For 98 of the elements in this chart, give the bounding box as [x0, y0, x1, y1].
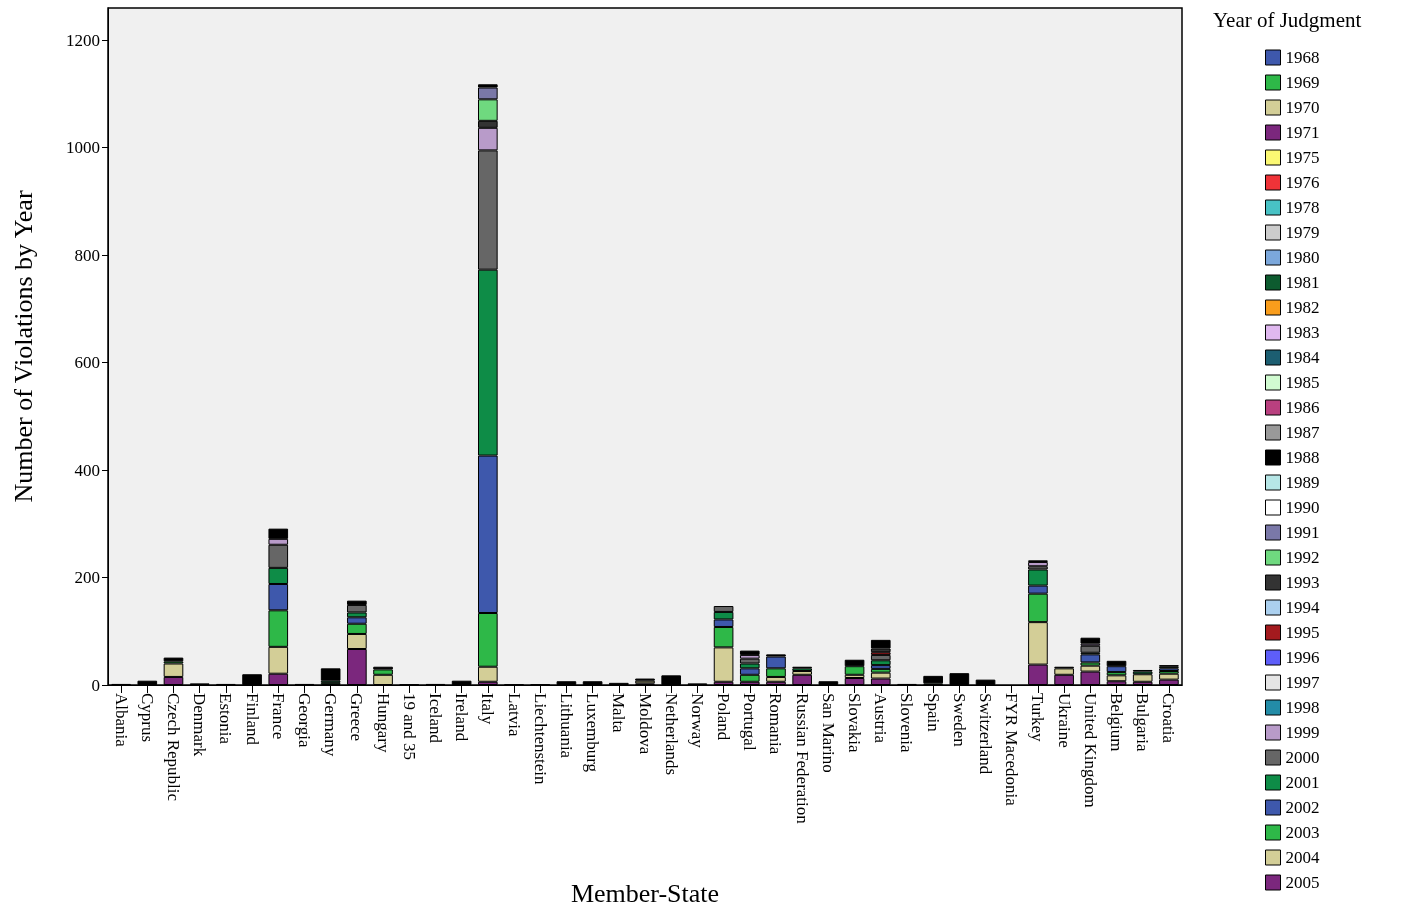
x-tick-label: Ireland — [452, 693, 472, 742]
legend-label: 1980 — [1285, 248, 1320, 267]
x-tick-label: Estonia — [216, 693, 236, 745]
x-tick-label: Liechtenstein — [530, 693, 550, 786]
x-tick-label: FYR Macedonia — [1002, 693, 1022, 807]
legend-label: 2004 — [1285, 848, 1320, 867]
x-tick-label: Turkey — [1028, 693, 1048, 742]
bar — [1106, 675, 1127, 682]
x-tick-label: Switzerland — [976, 693, 996, 775]
x-tick-label: Belgium — [1107, 693, 1127, 752]
x-tick-label: Latvia — [504, 693, 524, 737]
legend-label: 1983 — [1285, 323, 1320, 342]
legend-label: 1970 — [1285, 98, 1320, 117]
bar — [870, 639, 891, 649]
x-tick-label: France — [268, 693, 288, 740]
bar — [163, 657, 184, 662]
y-tick-label: 0 — [91, 675, 100, 695]
x-tick-label: Denmark — [190, 693, 210, 757]
x-tick-label: Spain — [923, 693, 943, 733]
x-tick-label: Netherlands — [661, 693, 681, 776]
legend-label: 1978 — [1285, 198, 1320, 217]
legend-label: 1968 — [1285, 48, 1320, 67]
x-tick-label: Bulgaria — [1133, 693, 1153, 752]
legend-label: 1997 — [1285, 673, 1320, 692]
legend-label: 1995 — [1285, 623, 1320, 642]
x-tick-label: 19 and 35 — [399, 693, 419, 761]
x-axis-title: Member-State — [570, 878, 720, 908]
x-tick-label: Austria — [871, 693, 891, 744]
x-tick-label: Iceland — [425, 693, 445, 744]
y-tick-label: 800 — [74, 245, 100, 265]
x-tick-label: Albania — [111, 693, 131, 748]
x-tick-label: Germany — [321, 693, 341, 757]
x-tick-label: Norway — [687, 693, 707, 749]
legend-label: 1985 — [1285, 373, 1320, 392]
x-tick-label: Finland — [242, 693, 262, 746]
y-axis-title: Number of Violations by Year — [8, 190, 38, 503]
x-tick-label: Cyprus — [137, 693, 157, 743]
legend-label: 1969 — [1285, 73, 1320, 92]
legend-label: 1971 — [1285, 123, 1320, 142]
y-tick-label: 1000 — [66, 138, 100, 158]
legend-label: 1999 — [1285, 723, 1320, 742]
x-tick-label: Portugal — [740, 693, 760, 751]
legend-label: 1989 — [1285, 473, 1320, 492]
legend-label: 1990 — [1285, 498, 1320, 517]
legend-label: 1984 — [1285, 348, 1320, 367]
legend-label: 1994 — [1285, 598, 1320, 617]
x-tick-label: Slovakia — [845, 693, 865, 753]
x-tick-label: United Kingdom — [1080, 693, 1100, 808]
bar — [739, 650, 760, 655]
legend-label: 1988 — [1285, 448, 1320, 467]
legend-label: 1981 — [1285, 273, 1320, 292]
x-tick-label: Croatia — [1159, 693, 1179, 744]
legend-label: 2000 — [1285, 748, 1320, 767]
bar — [1080, 637, 1101, 644]
legend-label: 1996 — [1285, 648, 1320, 667]
bar — [1080, 654, 1101, 663]
x-tick-label: Luxemburg — [583, 693, 603, 773]
legend-label: 1979 — [1285, 223, 1320, 242]
x-tick-label: Hungary — [373, 693, 393, 753]
x-tick-label: Poland — [714, 693, 734, 741]
legend-label: 2005 — [1285, 873, 1320, 892]
bar — [1132, 674, 1153, 682]
bar — [347, 604, 367, 613]
y-tick-label: 200 — [74, 568, 100, 588]
legend-label: 1975 — [1285, 148, 1320, 167]
legend-label: 1982 — [1285, 298, 1320, 317]
x-tick-label: Lithuania — [556, 693, 576, 759]
x-tick-label: Ukraine — [1054, 693, 1074, 748]
legend-label: 1976 — [1285, 173, 1320, 192]
y-tick-label: 600 — [74, 353, 100, 373]
legend-label: 2002 — [1285, 798, 1320, 817]
x-tick-label: Moldova — [635, 693, 655, 755]
y-tick-label: 400 — [74, 460, 100, 480]
legend-label: 1992 — [1285, 548, 1320, 567]
legend-label: 1993 — [1285, 573, 1320, 592]
x-tick-label: Romania — [766, 693, 786, 755]
bar — [870, 654, 891, 661]
legend-label: 2003 — [1285, 823, 1320, 842]
legend-label: 1986 — [1285, 398, 1320, 417]
x-tick-label: Malta — [609, 693, 629, 734]
legend-label: 2001 — [1285, 773, 1320, 792]
legend-title: Year of Judgment — [1213, 7, 1362, 32]
legend-label: 1991 — [1285, 523, 1320, 542]
x-tick-label: Italy — [478, 693, 498, 725]
bar — [739, 658, 760, 664]
x-tick-label: San Marino — [818, 693, 838, 773]
bar — [1028, 561, 1048, 567]
x-tick-label: Greece — [347, 693, 367, 742]
x-tick-label: Slovenia — [897, 693, 917, 753]
x-tick-label: Sweden — [949, 693, 969, 748]
bar — [1080, 645, 1101, 653]
bar — [320, 668, 341, 681]
y-tick-label: 1200 — [66, 30, 100, 50]
x-tick-label: Georgia — [294, 693, 314, 748]
legend-label: 1987 — [1285, 423, 1320, 442]
legend-label: 1998 — [1285, 698, 1320, 717]
x-tick-label: Russian Federation — [792, 693, 812, 825]
x-tick-label: Czech Republic — [163, 693, 183, 802]
